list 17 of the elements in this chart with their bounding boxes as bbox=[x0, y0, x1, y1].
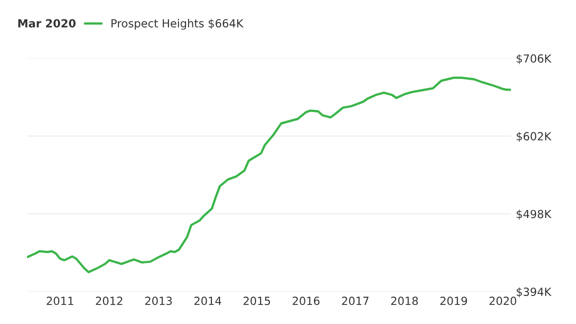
chart-title: Mar 2020 bbox=[18, 19, 76, 28]
y-tick-label: $394K bbox=[516, 287, 552, 298]
x-tick-label: 2013 bbox=[145, 296, 172, 306]
x-tick-label: 2017 bbox=[342, 296, 369, 306]
x-tick-label: 2019 bbox=[440, 296, 468, 306]
x-tick-label: 2012 bbox=[96, 296, 122, 306]
legend-label: Prospect Heights $664K bbox=[112, 18, 244, 30]
x-tick-label: 2020 bbox=[490, 296, 516, 306]
x-tick-label: 2015 bbox=[244, 296, 270, 306]
line-series bbox=[27, 76, 511, 274]
x-tick-label: 2016 bbox=[292, 296, 320, 306]
y-tick-label: $498K bbox=[516, 210, 552, 220]
x-tick-label: 2018 bbox=[391, 296, 418, 306]
y-tick-label: $706K bbox=[516, 54, 552, 64]
y-tick-label: $602K bbox=[516, 132, 552, 142]
x-tick-label: 2014 bbox=[194, 296, 222, 306]
x-tick-label: 2011 bbox=[46, 296, 74, 306]
